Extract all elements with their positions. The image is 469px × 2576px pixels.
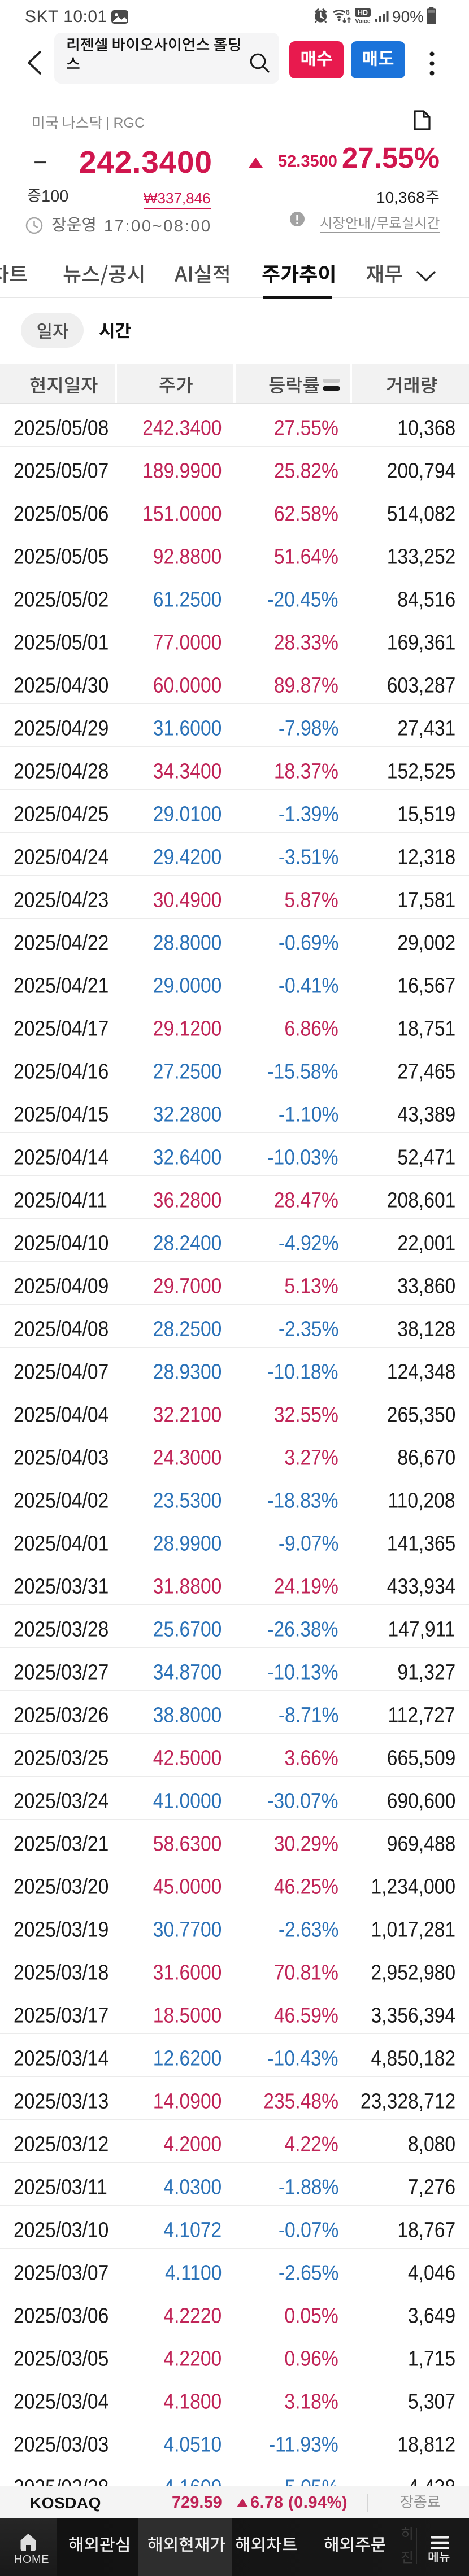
svg-text:HD: HD <box>358 9 368 17</box>
svg-text:6: 6 <box>346 8 350 16</box>
svg-text:Voice: Voice <box>355 18 370 24</box>
